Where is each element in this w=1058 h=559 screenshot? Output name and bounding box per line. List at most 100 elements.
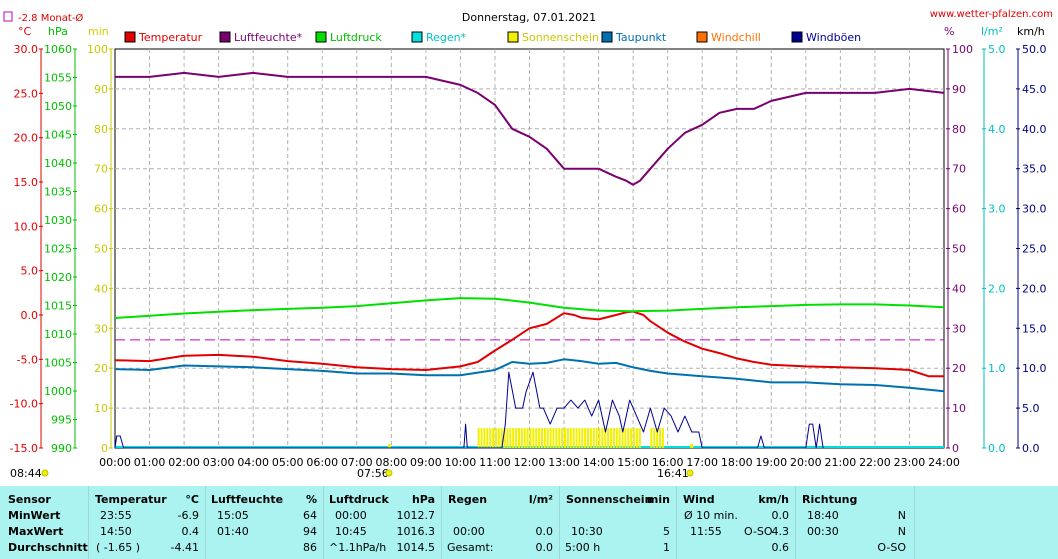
tick-label-temperature: 10.0 <box>14 220 39 233</box>
data-time-label: 08:44 <box>10 467 42 480</box>
sunshine-bar <box>569 428 572 448</box>
legend-swatch <box>411 31 423 43</box>
tick-label-wind: 5.0 <box>1022 402 1040 415</box>
legend-swatch <box>791 31 803 43</box>
legend-label: Luftfeuchte* <box>234 31 303 44</box>
stats-dir-min-value: N <box>897 509 906 522</box>
stats-press-avg-value: 1014.5 <box>396 541 436 554</box>
stats-col-direction: Richtung 18:40 N 00:30 N O-SO <box>795 486 915 559</box>
stats-header-pressure: Luftdruck <box>329 493 389 506</box>
stats-header-sunshine: Sonnenschein <box>566 493 653 506</box>
stats-press-max-value: 1016.3 <box>396 525 436 538</box>
tick-label-sunshine: 50 <box>94 243 108 256</box>
stats-temp-max-value: 0.4 <box>181 525 200 538</box>
sunshine-bar <box>492 428 495 448</box>
stats-sun-avg-value: 1 <box>663 541 670 554</box>
sunshine-bar <box>529 428 532 448</box>
tick-label-sunshine: 0 <box>101 442 108 455</box>
stats-hum-min-value: 64 <box>303 509 317 522</box>
tick-label-pressure: 1055 <box>44 72 72 85</box>
tick-label-pressure: 1000 <box>44 385 72 398</box>
stats-wind-avg-label: Ø 10 min. <box>684 509 738 522</box>
tick-label-humidity: 40 <box>952 282 966 295</box>
tick-label-temperature: 0.0 <box>21 309 39 322</box>
sunshine-bar <box>526 428 529 448</box>
tick-label-rain: 3.0 <box>988 203 1006 216</box>
x-tick-label: 24:00 <box>928 456 960 469</box>
unit-wind: km/h <box>1017 25 1045 38</box>
stats-wind-max-time: 11:55 <box>690 525 722 538</box>
sunshine-bar <box>506 428 509 448</box>
x-axis: 00:00 01:00 02:00 03:00 04:00 05:00 06:00 07:00… <box>99 456 960 469</box>
tick-label-sunshine: 80 <box>94 123 108 136</box>
site-url[interactable]: www.wetter-pfalzen.com <box>930 9 1053 20</box>
x-tick-label: 11:00 <box>479 456 511 469</box>
sunshine-bar <box>650 428 653 448</box>
tick-label-sunshine: 10 <box>94 402 108 415</box>
sunshine-bar <box>520 428 523 448</box>
legend-swatch <box>507 31 519 43</box>
legend-swatch <box>124 31 136 43</box>
monthly-avg-swatch <box>3 11 13 22</box>
legend-label: Taupunkt <box>615 31 667 44</box>
sun-event-marker <box>387 444 391 448</box>
tick-label-pressure: 1015 <box>44 300 72 313</box>
tick-label-pressure: 1010 <box>44 328 72 341</box>
x-tick-label: 15:00 <box>617 456 649 469</box>
sunshine-bar <box>489 428 492 448</box>
unit-temperature: °C <box>18 25 32 38</box>
sunshine-bar <box>601 428 604 448</box>
stats-dir-min-time: 18:40 <box>807 509 839 522</box>
chart-legend: Temperatur Luftfeuchte* Luftdruck Regen* Son… <box>124 31 861 44</box>
tick-label-rain: 5.0 <box>988 43 1006 56</box>
x-tick-label: 20:00 <box>790 456 822 469</box>
tick-label-temperature: 20.0 <box>14 132 39 145</box>
tick-label-humidity: 70 <box>952 163 966 176</box>
stats-temp-max-time: 14:50 <box>100 525 132 538</box>
stats-rain-total-label: Gesamt: <box>447 541 494 554</box>
tick-label-rain: 4.0 <box>988 123 1006 136</box>
stats-sun-max-time: 10:30 <box>571 525 603 538</box>
tick-label-rain: 0.0 <box>988 442 1006 455</box>
tick-label-humidity: 60 <box>952 203 966 216</box>
tick-label-pressure: 1045 <box>44 129 72 142</box>
legend-label: Windböen <box>806 31 861 44</box>
stats-hum-max-value: 94 <box>303 525 317 538</box>
tick-label-wind: 25.0 <box>1022 243 1047 256</box>
legend-swatch <box>219 31 231 43</box>
tick-label-wind: 0.0 <box>1022 442 1040 455</box>
stats-dir-avg-value: O-SO <box>877 541 906 554</box>
sunshine-bar <box>503 428 506 448</box>
sunshine-bar <box>607 428 610 448</box>
x-tick-label: 17:00 <box>686 456 718 469</box>
sunshine-bar <box>572 428 575 448</box>
tick-label-sunshine: 100 <box>87 43 108 56</box>
unit-pressure: hPa <box>48 25 68 38</box>
stats-col-sunshine: Sonnenschein min 10:30 5 5:00 h 1 <box>559 486 677 559</box>
chart-plot-area <box>114 71 945 449</box>
tick-label-humidity: 20 <box>952 362 966 375</box>
stats-header-wind: Wind <box>683 493 715 506</box>
sunshine-bar <box>630 428 633 448</box>
sunshine-bar <box>589 428 592 448</box>
tick-label-humidity: 30 <box>952 322 966 335</box>
tick-label-pressure: 1040 <box>44 157 72 170</box>
x-tick-label: 00:00 <box>99 456 131 469</box>
sunshine-bar <box>480 428 483 448</box>
tick-label-rain: 2.0 <box>988 282 1006 295</box>
stats-unit-rain: l/m² <box>528 493 553 506</box>
x-tick-label: 12:00 <box>514 456 546 469</box>
x-tick-label: 06:00 <box>306 456 338 469</box>
tick-label-pressure: 995 <box>51 414 72 427</box>
stats-unit-pressure: hPa <box>411 493 435 506</box>
sunshine-bar <box>538 428 541 448</box>
sunshine-bar <box>523 428 526 448</box>
tick-label-humidity: 80 <box>952 123 966 136</box>
tick-label-temperature: 15.0 <box>14 176 39 189</box>
tick-label-temperature: 5.0 <box>21 265 39 278</box>
tick-label-humidity: 90 <box>952 83 966 96</box>
tick-label-wind: 30.0 <box>1022 203 1047 216</box>
stats-unit-wind: km/h <box>758 493 789 506</box>
tick-label-pressure: 1050 <box>44 100 72 113</box>
stats-sun-total-hours: 5:00 h <box>565 541 601 554</box>
